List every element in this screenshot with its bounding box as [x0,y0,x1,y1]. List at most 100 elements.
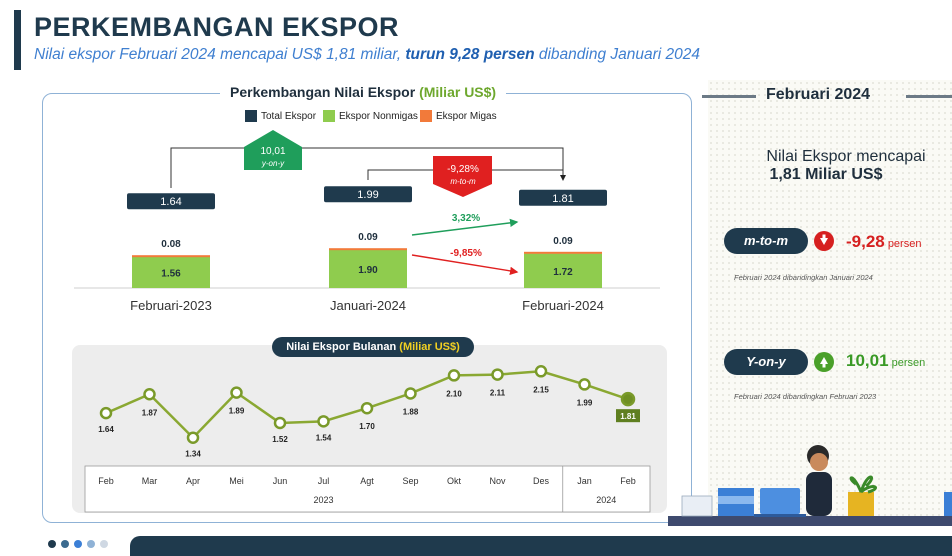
legend-swatch-nonmigas [323,110,335,122]
bar-nonmigas-label: 1.56 [161,268,181,279]
bar-nonmigas [524,253,602,288]
monthly-point [620,391,636,407]
month-tick-label: Sep [402,476,418,486]
monthly-value-label: 1.54 [316,433,332,442]
month-tick-label: Okt [447,476,462,486]
monthly-point [491,368,504,381]
dot [100,540,108,548]
monthly-point [230,386,243,399]
month-tick-label: Mar [142,476,158,486]
yoy-badge-label: y-on-y [261,159,285,168]
legend-swatch-total [245,110,257,122]
monthly-value-label: 1.87 [142,408,158,417]
month-tick-label: Agt [360,476,374,486]
monthly-point [404,387,417,400]
month-tick-label: Mei [229,476,244,486]
bar-migas [329,248,407,251]
mtm-badge [433,156,492,197]
bar-nonmigas-label: 1.90 [358,265,378,276]
bar-nonmigas-label: 1.72 [553,267,573,278]
side-heading: Februari 2024 [766,86,871,103]
side-rule-right [906,95,952,98]
month-tick-label: Des [533,476,550,486]
dot [48,540,56,548]
bar-migas-label: 0.08 [161,239,181,250]
total-label: 1.64 [160,196,181,208]
mtm-badge-value: -9,28% [447,164,479,175]
monthly-point [447,369,461,382]
month-tick-label: Jan [577,476,592,486]
total-label: 1.81 [552,193,573,205]
mtm-connector [367,169,563,180]
month-axis-box [84,465,651,513]
dot [61,540,69,548]
bar-chart: 10,01 y-on-y -9,28% m-to-m 3,32% -9,85% … [74,130,660,313]
monthly-value-label: 2.10 [446,389,462,398]
bar-category-label: Februari-2024 [522,298,604,313]
total-box [519,189,607,206]
legend-total: Total Ekspor [245,110,316,122]
monthly-point [186,431,200,444]
yoy-note: Februari 2024 dibandingkan Februari 2023 [734,392,877,401]
monthly-value-label: 2.15 [533,385,549,394]
monthly-value-label: 1.99 [577,398,593,407]
migas-change-arrow [411,254,519,276]
bar-nonmigas [329,250,407,288]
bar-migas [132,255,210,258]
monthly-value-label: 1.88 [403,407,419,416]
monthly-point [317,415,330,428]
dot [74,540,82,548]
bar-category-label: Januari-2024 [330,298,406,313]
mtm-pill: m-to-m [724,228,808,254]
legend-nonmigas: Ekspor Nonmigas [323,110,418,122]
month-tick-label: Feb [98,476,114,486]
bar-migas-label: 0.09 [358,232,378,243]
legend-migas: Ekspor Migas [420,110,497,122]
monthly-point [99,406,113,420]
nonmigas-change-label: 3,32% [452,213,480,224]
bar-nonmigas [132,256,210,288]
legend-swatch-migas [420,110,432,122]
title-accent-bar [14,10,21,70]
bar-migas-label: 0.09 [553,236,573,247]
monthly-value-label: 1.52 [272,435,288,444]
line-chart: 1.64 Feb 1.87 Mar 1.34 Apr 1.89 Mei 1.52 Jun 1.54 J… [84,365,651,513]
side-rule-left [702,95,756,98]
month-tick-label: Jun [273,476,288,486]
monthly-point [534,365,548,378]
monthly-label-bg [616,409,640,423]
nonmigas-change-arrow [411,218,519,236]
side-line2: 1,81 Miliar US$ [769,166,883,183]
total-box [324,186,412,203]
monthly-point [273,416,287,430]
yoy-badge [244,130,302,170]
mtm-value: -9,28 persen [846,232,922,251]
footer-bar [130,536,952,556]
mtm-note: Februari 2024 dibandingkan Januari 2024 [734,273,873,282]
up-arrow-icon [814,352,834,372]
monthly-point [578,378,591,391]
monthly-value-label: 2.11 [490,389,506,398]
yoy-connector [170,147,566,188]
total-box [127,193,215,210]
yoy-pill: Y-on-y [724,349,808,375]
monthly-value-label: 1.64 [98,425,114,434]
pagination-dots [48,540,108,548]
month-tick-label: Nov [489,476,506,486]
monthly-value-label: 1.89 [229,407,245,416]
dot [87,540,95,548]
monthly-point [143,388,156,401]
page-subtitle: Nilai ekspor Februari 2024 mencapai US$ … [34,46,701,63]
total-label: 1.99 [357,189,378,201]
monthly-point [360,401,374,415]
month-tick-label: Jul [318,476,330,486]
side-line1: Nilai Ekspor mencapai [766,148,926,165]
month-tick-label: Apr [186,476,200,486]
side-panel [708,80,952,520]
monthly-value-label: 1.34 [185,450,201,459]
panel-title: Perkembangan Nilai Ekspor (Miliar US$) [220,84,507,100]
bar-migas [524,251,602,254]
page-title: PERKEMBANGAN EKSPOR [34,12,400,42]
monthly-value-label: 1.81 [620,412,636,421]
down-arrow-icon [814,231,834,251]
